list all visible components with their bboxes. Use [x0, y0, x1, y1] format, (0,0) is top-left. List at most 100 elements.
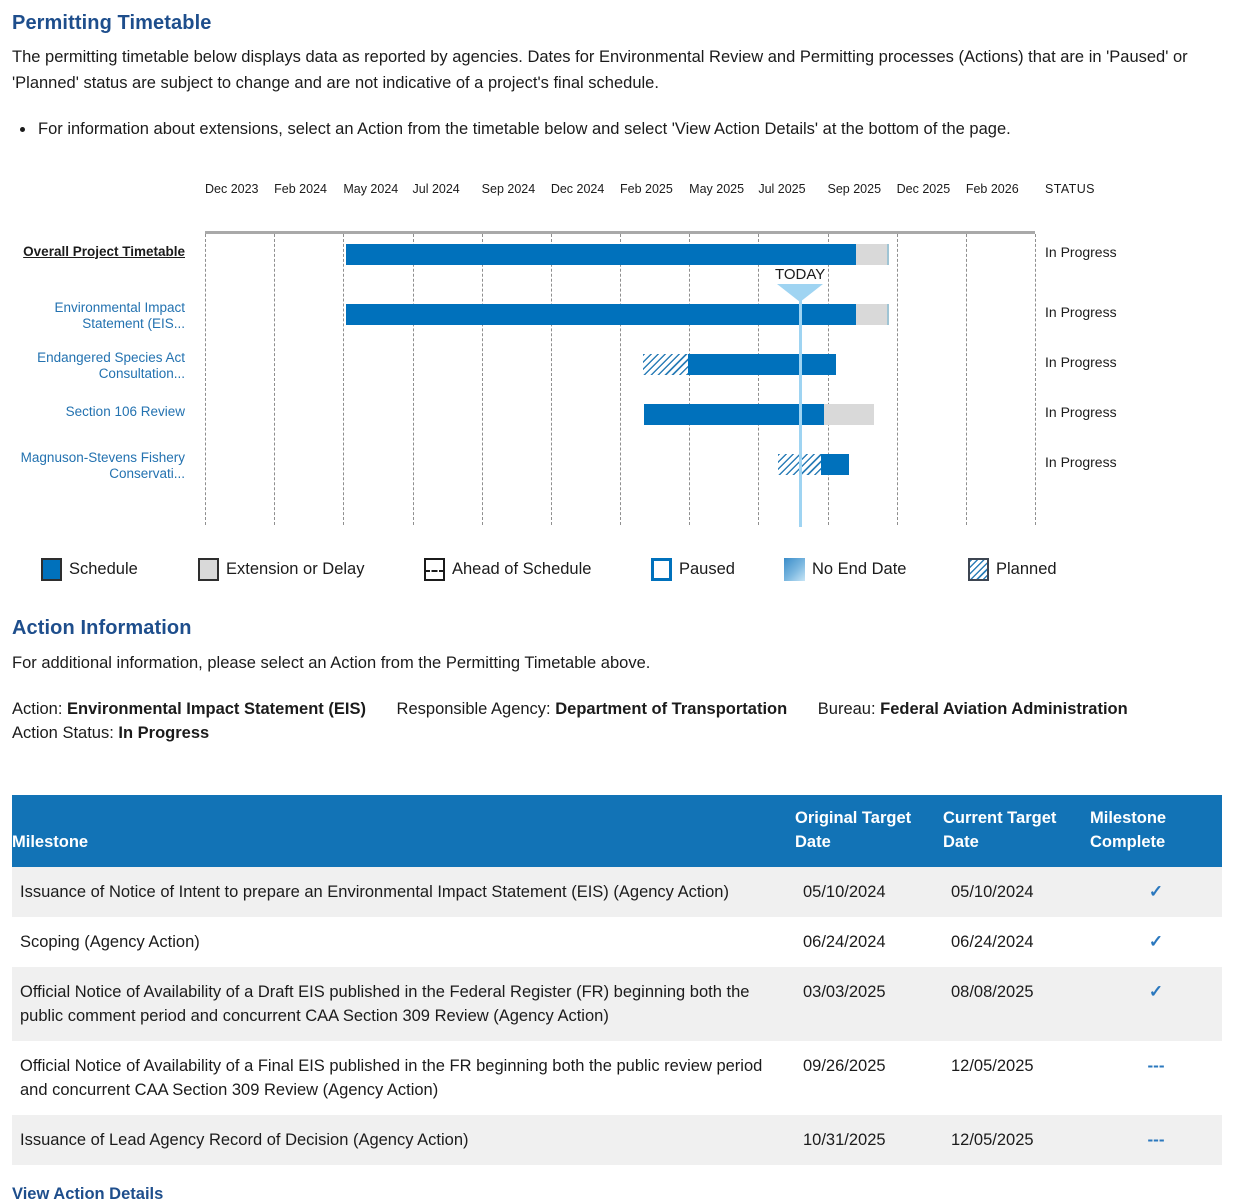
today-marker-icon — [777, 284, 824, 302]
gantt-row-magnuson — [205, 454, 1035, 475]
action-status-line: Action Status: In Progress — [12, 724, 210, 742]
milestone-incomplete-dashes: --- — [1147, 1056, 1165, 1075]
current-target-date: 12/05/2025 — [951, 1131, 1034, 1149]
gantt-row-label-overall[interactable]: Overall Project Timetable — [23, 243, 185, 259]
gantt-bar-overall-extension[interactable] — [855, 244, 889, 265]
axis-tick-label: May 2024 — [343, 182, 399, 196]
axis-tick-label: Jul 2025 — [758, 182, 806, 196]
axis-tick-label: Sep 2024 — [481, 182, 536, 196]
no-end-date-swatch-icon — [784, 558, 805, 581]
milestone-incomplete-dashes: --- — [1147, 1130, 1165, 1149]
bureau-pair: Bureau: Federal Aviation Administration — [817, 700, 1128, 718]
action-information-title: Action Information — [12, 617, 192, 639]
status-badge: In Progress — [1045, 453, 1117, 470]
milestone-complete-check-icon: ✓ — [1148, 932, 1164, 951]
milestone-complete-check-icon: ✓ — [1148, 982, 1164, 1001]
gantt-bar-eis-extension[interactable] — [855, 304, 889, 325]
gantt-row-overall — [205, 244, 1035, 265]
gridline — [965, 234, 967, 525]
agency-value: Department of Transportation — [555, 700, 788, 718]
intro-text: The permitting timetable below displays … — [12, 48, 1188, 92]
gantt-bar-section106-schedule[interactable] — [644, 404, 825, 425]
legend-item-ahead: Ahead of Schedule — [424, 558, 591, 581]
gantt-row-label-section106[interactable]: Section 106 Review — [65, 403, 185, 419]
gantt-row-eis — [205, 304, 1035, 325]
agency-pair: Responsible Agency: Department of Transp… — [396, 700, 788, 718]
column-header-current-target-date: Current Target Date — [943, 795, 1090, 867]
gantt-bar-esa-schedule[interactable] — [688, 354, 836, 375]
extensions-note: For information about extensions, select… — [36, 117, 1234, 141]
action-information-section: Action Information For additional inform… — [12, 617, 1222, 745]
gridline — [343, 234, 345, 525]
table-row: Official Notice of Availability of a Fin… — [12, 1041, 1222, 1115]
status-badge: In Progress — [1045, 353, 1117, 370]
original-target-date: 09/26/2025 — [803, 1057, 886, 1075]
gantt-bar-magnuson-schedule[interactable] — [820, 454, 850, 475]
original-target-date: 05/10/2024 — [803, 883, 886, 901]
gantt-row-label-magnuson[interactable]: Magnuson-Stevens Fishery Conservati... — [20, 450, 185, 481]
axis-tick-label: May 2025 — [689, 182, 745, 196]
action-value: Environmental Impact Statement (EIS) — [67, 700, 366, 718]
axis-tick-label: Feb 2024 — [274, 182, 327, 196]
axis-tick-label: Dec 2025 — [896, 182, 951, 196]
action-status-value: In Progress — [118, 724, 210, 742]
original-target-date: 06/24/2024 — [803, 933, 886, 951]
gridline — [481, 234, 483, 525]
milestone-name: Scoping (Agency Action) — [20, 933, 200, 951]
gantt-bar-section106-extension[interactable] — [824, 404, 874, 425]
column-header-milestone-complete: Milestone Complete — [1090, 795, 1222, 867]
table-header-row: Milestone Original Target Date Current T… — [12, 795, 1222, 867]
current-target-date: 12/05/2025 — [951, 1057, 1034, 1075]
axis-tick-label: Dec 2023 — [205, 182, 259, 196]
page-title: Permitting Timetable — [12, 12, 212, 34]
status-badge: In Progress — [1045, 303, 1117, 320]
action-pair: Action: Environmental Impact Statement (… — [12, 700, 366, 718]
gridline — [550, 234, 552, 525]
milestone-name: Official Notice of Availability of a Fin… — [20, 1057, 763, 1099]
table-row: Scoping (Agency Action) 06/24/2024 06/24… — [12, 917, 1222, 967]
milestone-name: Issuance of Notice of Intent to prepare … — [20, 883, 729, 901]
gridline — [412, 234, 414, 525]
status-badge: In Progress — [1045, 403, 1117, 420]
current-target-date: 08/08/2025 — [951, 983, 1034, 1001]
chart-legend: Schedule Extension or Delay Ahead of Sch… — [0, 558, 1234, 586]
axis-tick-label: Jul 2024 — [412, 182, 460, 196]
planned-swatch-icon — [968, 558, 989, 581]
gantt-bar-overall-schedule[interactable] — [346, 244, 856, 265]
permitting-timetable-chart: Dec 2023 Feb 2024 May 2024 Jul 2024 Sep … — [0, 173, 1234, 593]
table-row: Issuance of Notice of Intent to prepare … — [12, 867, 1222, 917]
status-badge: In Progress — [1045, 243, 1117, 260]
gantt-bar-eis-schedule[interactable] — [346, 304, 856, 325]
original-target-date: 03/03/2025 — [803, 983, 886, 1001]
gantt-bar-esa-planned[interactable] — [643, 354, 689, 375]
gridline — [689, 234, 691, 525]
gridline — [896, 234, 898, 525]
column-header-milestone: Milestone — [12, 795, 795, 867]
legend-item-paused: Paused — [651, 558, 735, 581]
column-header-original-target-date: Original Target Date — [795, 795, 943, 867]
extension-swatch-icon — [198, 558, 219, 581]
ahead-of-schedule-swatch-icon — [424, 558, 445, 581]
axis-tick-label: Sep 2025 — [827, 182, 882, 196]
gantt-row-label-eis[interactable]: Environmental Impact Statement (EIS... — [54, 300, 185, 331]
gantt-row-label-esa[interactable]: Endangered Species Act Consultation... — [37, 350, 185, 381]
legend-item-extension: Extension or Delay — [198, 558, 365, 581]
paused-swatch-icon — [651, 558, 672, 581]
gridline — [205, 234, 206, 525]
time-axis: Dec 2023 Feb 2024 May 2024 Jul 2024 Sep … — [205, 182, 1035, 198]
notes-list: For information about extensions, select… — [36, 117, 1234, 141]
today-line — [798, 300, 802, 527]
action-summary-line: Action: Environmental Impact Statement (… — [12, 697, 1222, 721]
gridline — [1035, 234, 1036, 525]
gantt-row-section106 — [205, 404, 1035, 425]
legend-item-noenddate: No End Date — [784, 558, 906, 581]
gantt-row-esa — [205, 354, 1035, 375]
table-row: Official Notice of Availability of a Dra… — [12, 967, 1222, 1041]
gridline — [620, 234, 621, 525]
gridline — [827, 234, 829, 525]
milestone-name: Issuance of Lead Agency Record of Decisi… — [20, 1131, 469, 1149]
action-information-description: For additional information, please selec… — [12, 654, 651, 672]
milestone-name: Official Notice of Availability of a Dra… — [20, 983, 750, 1025]
current-target-date: 05/10/2024 — [951, 883, 1034, 901]
gantt-plot-area: TODAY — [205, 231, 1036, 527]
